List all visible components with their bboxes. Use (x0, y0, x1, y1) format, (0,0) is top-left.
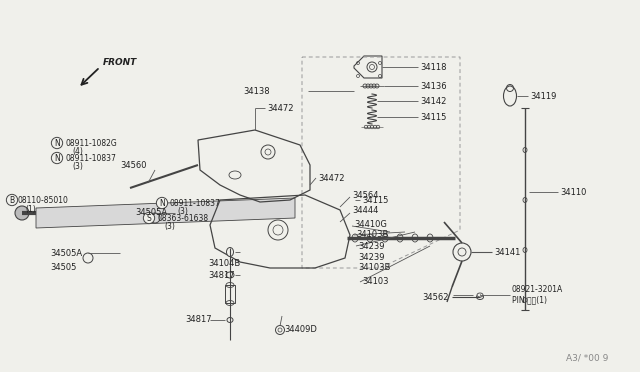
Ellipse shape (397, 234, 403, 242)
Ellipse shape (227, 317, 233, 323)
Text: S: S (147, 214, 152, 222)
Text: PIN ピン(1): PIN ピン(1) (512, 295, 547, 305)
Text: 34118: 34118 (420, 62, 447, 71)
Text: 34564: 34564 (352, 190, 378, 199)
Text: 34444: 34444 (352, 205, 378, 215)
Ellipse shape (523, 298, 527, 302)
Text: 34103: 34103 (362, 278, 388, 286)
Bar (225, 285, 235, 303)
Text: 34138: 34138 (243, 87, 270, 96)
Text: 08911-1082G: 08911-1082G (65, 138, 116, 148)
Text: 34115: 34115 (362, 196, 388, 205)
Circle shape (273, 225, 283, 235)
Polygon shape (36, 198, 295, 228)
Text: A3/ *00 9: A3/ *00 9 (566, 353, 608, 362)
Text: (3): (3) (164, 221, 175, 231)
Ellipse shape (382, 234, 388, 242)
Circle shape (278, 328, 282, 332)
Text: 34115: 34115 (420, 112, 446, 122)
Text: 34560: 34560 (120, 160, 147, 170)
Text: 34505A: 34505A (50, 248, 82, 257)
Ellipse shape (504, 86, 516, 106)
Text: (3): (3) (72, 161, 83, 170)
Text: 34817: 34817 (208, 270, 235, 279)
Ellipse shape (226, 272, 234, 278)
Text: 08911-10837: 08911-10837 (65, 154, 116, 163)
Circle shape (265, 149, 271, 155)
Text: B: B (10, 196, 15, 205)
Ellipse shape (523, 198, 527, 202)
Circle shape (458, 248, 466, 256)
Text: 34239: 34239 (358, 253, 385, 263)
Text: 34119: 34119 (530, 92, 556, 100)
Text: N: N (54, 138, 60, 148)
Text: 34472: 34472 (318, 173, 344, 183)
Text: 34141: 34141 (494, 247, 520, 257)
Text: 08921-3201A: 08921-3201A (512, 285, 563, 295)
Text: (3): (3) (177, 206, 188, 215)
Text: 34817: 34817 (185, 315, 212, 324)
Ellipse shape (523, 148, 527, 153)
Ellipse shape (477, 293, 483, 297)
Circle shape (369, 64, 374, 70)
Ellipse shape (523, 247, 527, 253)
Text: 34110: 34110 (560, 187, 586, 196)
Text: (1): (1) (25, 205, 36, 214)
Text: 08911-10837: 08911-10837 (170, 199, 221, 208)
Text: 34104B: 34104B (208, 259, 240, 267)
Text: FRONT: FRONT (103, 58, 137, 67)
Text: 34562: 34562 (422, 294, 449, 302)
Text: 34505A: 34505A (135, 208, 167, 217)
Ellipse shape (477, 295, 483, 299)
Text: 34239: 34239 (358, 241, 385, 250)
Text: 34136: 34136 (420, 81, 447, 90)
Text: N: N (54, 154, 60, 163)
Text: 08110-85010: 08110-85010 (18, 196, 69, 205)
Ellipse shape (427, 234, 433, 242)
Circle shape (15, 206, 29, 220)
Text: 34472: 34472 (267, 103, 294, 112)
Text: 34410G: 34410G (354, 219, 387, 228)
Text: (4): (4) (72, 147, 83, 155)
Ellipse shape (352, 234, 358, 242)
Text: 08363-61638: 08363-61638 (157, 214, 208, 222)
Text: 34409D: 34409D (284, 326, 317, 334)
Ellipse shape (367, 234, 373, 242)
Text: N: N (159, 199, 165, 208)
Text: 34103B: 34103B (356, 230, 388, 238)
Text: 34103B: 34103B (358, 263, 390, 273)
Ellipse shape (227, 247, 234, 257)
Text: 34505: 34505 (50, 263, 76, 273)
Text: 34142: 34142 (420, 96, 446, 106)
Ellipse shape (412, 234, 418, 242)
